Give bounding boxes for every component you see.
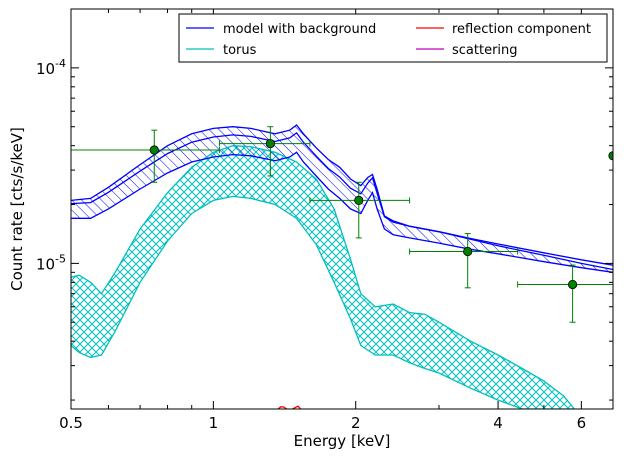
x-axis-label: Energy [keV] [294, 432, 391, 450]
data-point-4 [568, 279, 578, 290]
model-with-background-lower-line [71, 151, 613, 273]
plot-background [71, 9, 613, 409]
y-tick-label-0: 10-4 [36, 57, 66, 78]
plot-frame [70, 8, 614, 410]
torus-upper-line [71, 145, 575, 409]
x-tick-label-0: 0.5 [59, 414, 83, 432]
reflection-component-line [277, 405, 302, 409]
legend-label-torus: torus [223, 43, 257, 58]
data-point-3 [463, 246, 473, 257]
x-tick-label-3: 4 [493, 414, 503, 432]
y-axis-label: Count rate [cts/s/keV] [8, 127, 26, 291]
data-point-1 [265, 138, 275, 149]
model-bands [71, 125, 613, 409]
x-tick-label-1: 1 [209, 414, 219, 432]
data-point-0 [149, 145, 159, 155]
data-point-2 [354, 195, 364, 205]
legend-label-scattering: scattering [452, 43, 518, 58]
model-with-background-band-fill [71, 125, 613, 273]
model-lines [71, 124, 613, 409]
x-tick-label-2: 2 [351, 414, 361, 432]
y-tick-labels: 10-4 10-5 [36, 57, 66, 274]
legend-label-model: model with background [223, 22, 376, 37]
legend-label-reflection: reflection component [452, 22, 591, 37]
legend-box [178, 13, 608, 63]
legend: model with background torus reflection c… [178, 13, 608, 63]
model-with-background-mid-line [71, 131, 613, 266]
torus-band-fill [71, 145, 575, 409]
x-tick-labels: 0.5 1 2 4 6 [59, 414, 586, 432]
x-tick-label-4: 6 [577, 414, 587, 432]
torus-lower-line [71, 195, 575, 409]
data-points [71, 126, 613, 323]
y-tick-label-1: 10-5 [36, 252, 66, 273]
